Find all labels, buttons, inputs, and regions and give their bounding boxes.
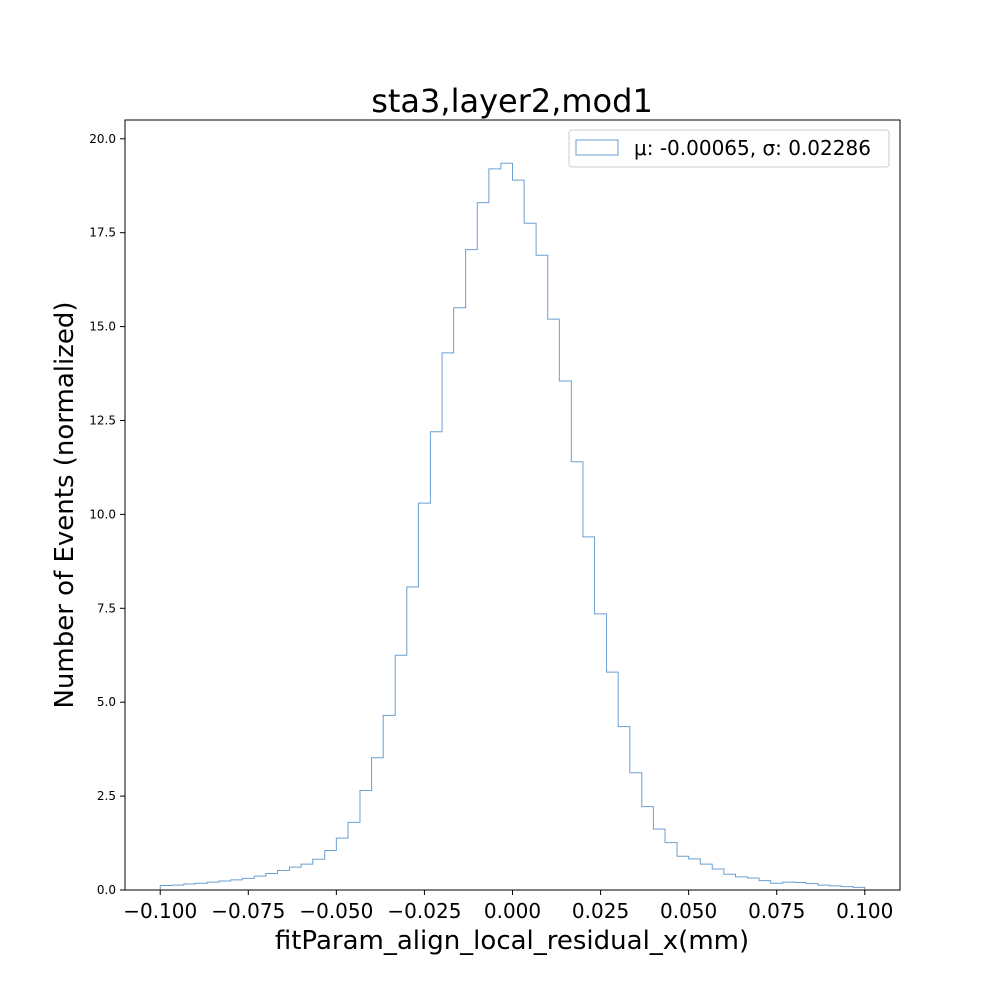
y-tick-label: 20.0 <box>89 132 116 146</box>
y-tick-label: 12.5 <box>89 413 116 427</box>
x-tick-label: −0.075 <box>211 899 285 923</box>
legend-entry-label: μ: -0.00065, σ: 0.02286 <box>634 136 871 160</box>
y-tick-label: 17.5 <box>89 226 116 240</box>
legend-swatch <box>575 139 619 156</box>
x-tick-label: 0.025 <box>572 899 629 923</box>
histogram-step-line <box>159 162 866 890</box>
y-axis-ticks: 0.0 2.5 5.0 7.5 10.0 12.5 15.0 17.5 20.0 <box>89 132 125 897</box>
legend-box <box>568 129 890 168</box>
x-tick-label: −0.025 <box>387 899 461 923</box>
x-tick-label: 0.050 <box>660 899 717 923</box>
x-tick-label: 0.075 <box>748 899 805 923</box>
y-tick-label: 5.0 <box>97 695 116 709</box>
y-tick-label: 15.0 <box>89 320 116 334</box>
x-tick-label: 0.000 <box>484 899 541 923</box>
x-axis-label: fitParam_align_local_residual_x(mm) <box>275 926 749 956</box>
y-tick-label: 10.0 <box>89 507 116 521</box>
x-axis-ticks: −0.100 −0.075 −0.050 −0.025 0.000 0.025 0.050 0… <box>123 890 893 923</box>
x-tick-label: −0.050 <box>299 899 373 923</box>
y-tick-label: 2.5 <box>97 789 116 803</box>
x-tick-label: 0.100 <box>836 899 893 923</box>
legend: μ: -0.00065, σ: 0.02286 <box>568 129 890 168</box>
x-tick-label: −0.100 <box>123 899 197 923</box>
y-axis-label: Number of Events (normalized) <box>50 301 80 708</box>
y-tick-label: 7.5 <box>97 601 116 615</box>
plot-area-frame <box>124 119 901 891</box>
chart-title: sta3,layer2,mod1 <box>371 82 653 120</box>
y-tick-label: 0.0 <box>97 883 116 897</box>
